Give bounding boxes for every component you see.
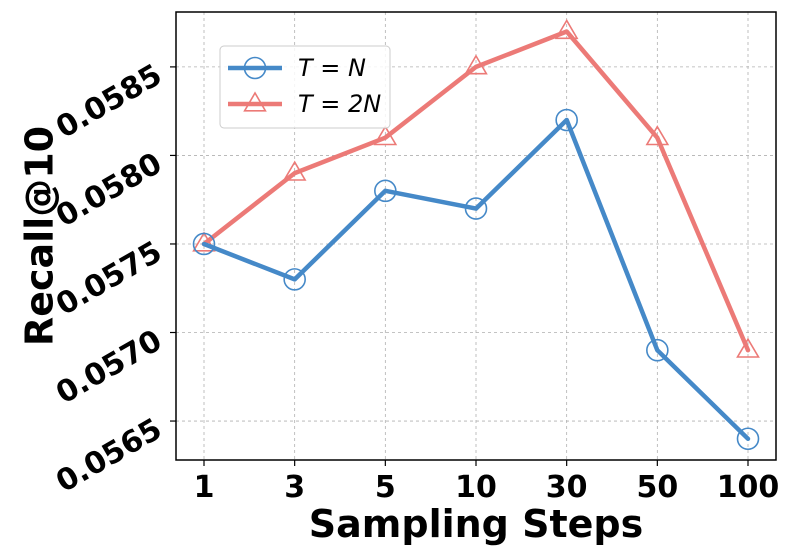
data-point [283,268,306,291]
y-tick-label: 0.0565 [50,412,168,500]
series-1 [192,108,760,451]
legend-marker [243,91,267,112]
x-tick-label: 30 [546,470,588,505]
legend-label: T = 2N [298,90,381,118]
x-tick-label: 5 [375,470,396,505]
legend-marker [243,56,267,80]
y-axis-label: Recall@10 [18,126,62,346]
legend-item: T = 2N [228,90,381,118]
y-tick-label: 0.0580 [50,146,168,234]
x-tick-label: 10 [455,470,497,505]
data-point [555,108,578,132]
series-2 [192,18,760,358]
data-point [192,231,216,252]
data-point [374,179,397,203]
x-axis-label: Sampling Steps [309,502,643,546]
series-layer [192,18,760,451]
data-point [282,160,307,181]
data-point [192,232,216,256]
legend-item: T = N [228,54,366,82]
x-tick-label: 50 [636,470,678,505]
x-tick-label: 1 [194,470,215,505]
data-point [464,54,488,75]
legend-label: T = N [298,54,366,82]
axis-ticks: 1 3 5 10 30 50 100 0.05650.05700.05750.05800.05… [50,58,779,505]
legend: T = N T = 2N [219,45,391,129]
series-line [201,29,751,353]
x-tick-label: 3 [284,470,305,505]
y-tick-label: 0.0585 [50,58,168,146]
data-point [736,337,760,358]
data-point [646,338,669,362]
y-tick-label: 0.0570 [50,323,168,411]
data-point [645,125,670,146]
data-point [554,18,579,40]
data-point [373,125,398,146]
x-tick-label: 100 [717,470,780,505]
series-line [201,117,751,442]
data-point [736,427,760,451]
data-point [464,197,488,220]
y-tick-label: 0.0575 [50,235,168,323]
